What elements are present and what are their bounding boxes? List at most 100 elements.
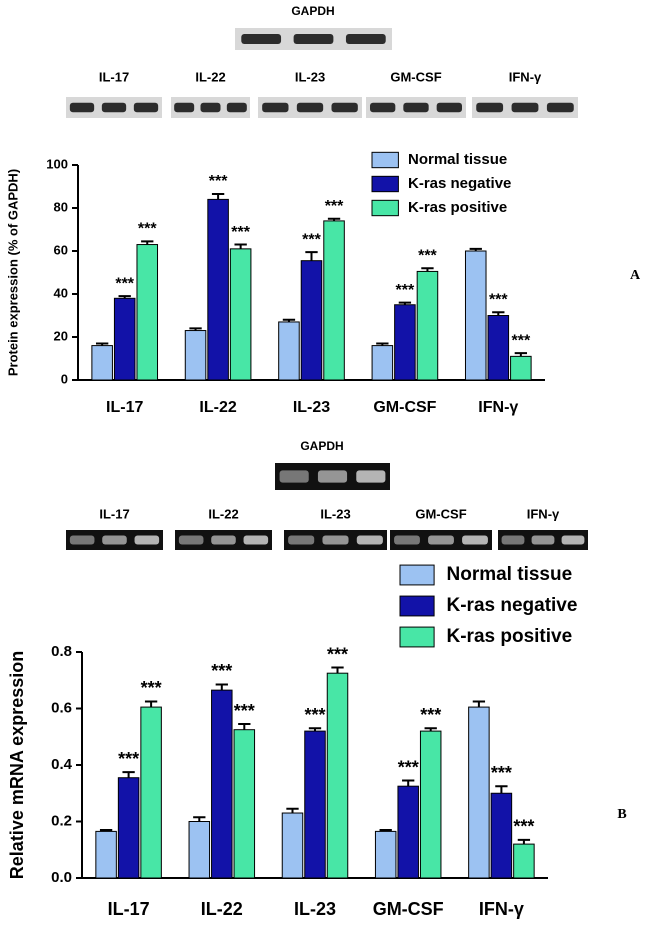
blot-band xyxy=(317,470,348,483)
y-tick-label: 80 xyxy=(54,199,68,214)
bar xyxy=(464,250,487,381)
significance: *** xyxy=(420,705,441,725)
error-bar xyxy=(286,807,299,814)
legend-label: Normal tissue xyxy=(408,151,507,168)
significance: *** xyxy=(489,291,508,308)
blot-band xyxy=(546,102,574,113)
bar xyxy=(117,777,140,879)
bar xyxy=(323,220,345,381)
blot-band xyxy=(243,535,269,545)
error-bar xyxy=(472,700,486,708)
blot-band xyxy=(561,535,585,545)
blot-label: GM-CSF xyxy=(415,506,466,521)
blot-band xyxy=(178,535,204,545)
bar xyxy=(304,730,326,879)
blot-band xyxy=(226,102,247,113)
y-axis-label: Relative mRNA expression xyxy=(7,651,27,879)
y-tick-label: 100 xyxy=(46,156,68,171)
blot-band xyxy=(476,102,504,113)
error-bar xyxy=(327,217,341,221)
panel-label: B xyxy=(617,807,626,822)
blot-label: IFN-γ xyxy=(527,506,560,521)
error-bar xyxy=(95,342,109,346)
bar xyxy=(91,345,113,381)
error-bar xyxy=(193,816,206,822)
blot-band xyxy=(293,34,334,44)
y-tick-label: 0 xyxy=(61,371,68,386)
error-bar xyxy=(421,267,434,272)
blot-band xyxy=(211,535,236,545)
x-tick-label: IL-23 xyxy=(293,399,330,416)
legend-label: K-ras positive xyxy=(447,626,573,647)
significance: *** xyxy=(115,275,134,292)
blot-band xyxy=(531,535,555,545)
blot-band xyxy=(174,102,195,113)
blot-label: IL-22 xyxy=(208,506,238,521)
blot-band xyxy=(436,102,462,113)
legend-swatch xyxy=(371,175,399,193)
blot-band xyxy=(133,102,159,113)
blot-title: GAPDH xyxy=(300,439,343,453)
x-tick-label: IL-22 xyxy=(201,899,243,919)
error-bar xyxy=(305,251,318,261)
bar xyxy=(184,330,207,381)
legend-label: K-ras negative xyxy=(447,595,578,616)
significance: *** xyxy=(398,757,419,777)
significance: *** xyxy=(396,282,415,299)
legend-swatch xyxy=(371,199,399,217)
significance: *** xyxy=(141,678,162,698)
significance: *** xyxy=(209,173,228,190)
error-bar xyxy=(211,193,225,200)
blot-band xyxy=(241,34,282,44)
bar xyxy=(300,260,323,381)
x-tick-label: IL-17 xyxy=(108,899,150,919)
error-bar xyxy=(517,838,531,845)
bar xyxy=(490,792,513,879)
blot-label: IL-17 xyxy=(99,506,129,521)
error-bar xyxy=(282,318,296,322)
y-tick-label: 0.8 xyxy=(51,643,72,660)
bar xyxy=(487,315,510,381)
significance: *** xyxy=(512,332,531,349)
blot-band xyxy=(279,470,309,483)
significance: *** xyxy=(325,198,344,215)
bar xyxy=(394,304,416,381)
significance: *** xyxy=(513,817,534,837)
blot-band xyxy=(69,535,95,545)
significance: *** xyxy=(211,661,232,681)
significance: *** xyxy=(231,224,250,241)
bar xyxy=(397,785,419,879)
y-tick-label: 0.4 xyxy=(51,756,73,773)
blot-label: IL-23 xyxy=(320,506,350,521)
error-bar xyxy=(144,700,158,708)
bar xyxy=(211,689,233,879)
panel-label: A xyxy=(630,268,641,283)
error-bar xyxy=(424,727,437,732)
x-tick-label: IFN-γ xyxy=(478,399,518,416)
legend-swatch xyxy=(399,564,435,586)
bar xyxy=(113,297,136,381)
error-bar xyxy=(398,301,412,305)
error-bar xyxy=(238,723,251,730)
error-bar xyxy=(308,727,322,732)
legend-label: K-ras positive xyxy=(408,199,507,216)
x-tick-label: GM-CSF xyxy=(373,399,436,416)
blot-band xyxy=(501,535,525,545)
blot-label: IL-17 xyxy=(99,69,129,84)
blot-band xyxy=(356,535,383,545)
legend-swatch xyxy=(371,151,399,169)
error-bar xyxy=(495,785,508,794)
blot-band xyxy=(288,535,315,545)
bar xyxy=(207,198,229,381)
significance: *** xyxy=(418,247,437,264)
blot-band xyxy=(462,535,488,545)
significance: *** xyxy=(138,221,157,238)
blot-band xyxy=(356,470,386,483)
blot-band xyxy=(331,102,358,113)
bar xyxy=(326,672,349,879)
y-tick-label: 20 xyxy=(54,328,68,343)
legend-label: Normal tissue xyxy=(447,564,573,585)
legend-swatch xyxy=(399,626,435,648)
blot-label: IL-23 xyxy=(295,69,325,84)
